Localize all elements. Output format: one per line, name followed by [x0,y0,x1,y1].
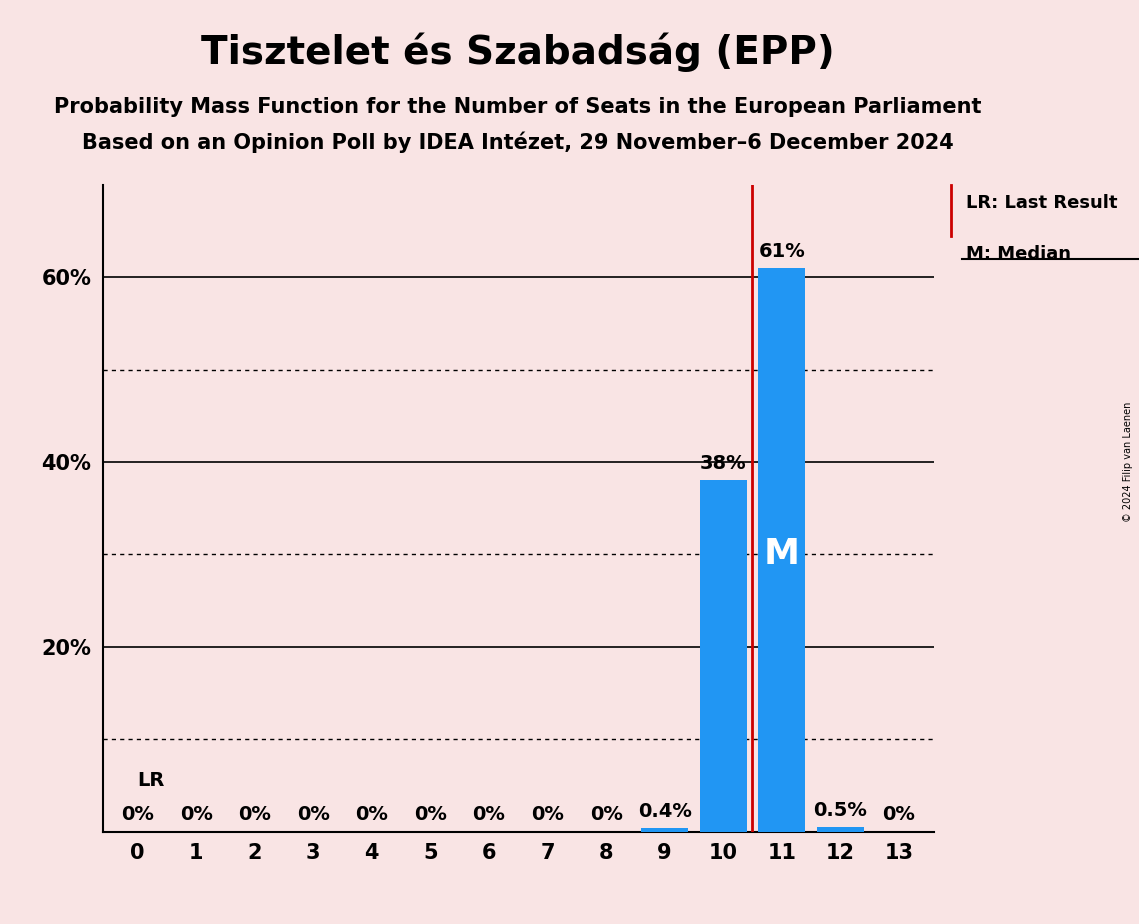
Text: 0%: 0% [883,805,916,824]
Bar [817,827,863,832]
Text: 0%: 0% [413,805,446,824]
Text: Based on an Opinion Poll by IDEA Intézet, 29 November–6 December 2024: Based on an Opinion Poll by IDEA Intézet… [82,131,954,152]
Text: 0.4%: 0.4% [638,801,691,821]
Text: 0%: 0% [355,805,388,824]
Text: 38%: 38% [699,454,746,473]
Text: LR: Last Result: LR: Last Result [966,194,1117,212]
Bar [641,828,688,832]
Text: 0%: 0% [473,805,506,824]
Text: M: M [764,538,800,571]
Text: 0%: 0% [180,805,213,824]
Bar [759,268,805,832]
Text: Tisztelet és Szabadság (EPP): Tisztelet és Szabadság (EPP) [202,32,835,72]
Text: 0%: 0% [121,805,154,824]
Text: M: Median: M: Median [966,245,1071,262]
Text: 0%: 0% [590,805,623,824]
Text: © 2024 Filip van Laenen: © 2024 Filip van Laenen [1123,402,1133,522]
Text: 61%: 61% [759,241,805,261]
Text: 0%: 0% [531,805,564,824]
Text: 0%: 0% [238,805,271,824]
Text: Probability Mass Function for the Number of Seats in the European Parliament: Probability Mass Function for the Number… [55,97,982,117]
Text: 0.5%: 0.5% [813,800,867,820]
Text: LR: LR [138,772,165,790]
Bar [699,480,746,832]
Text: 0%: 0% [297,805,330,824]
